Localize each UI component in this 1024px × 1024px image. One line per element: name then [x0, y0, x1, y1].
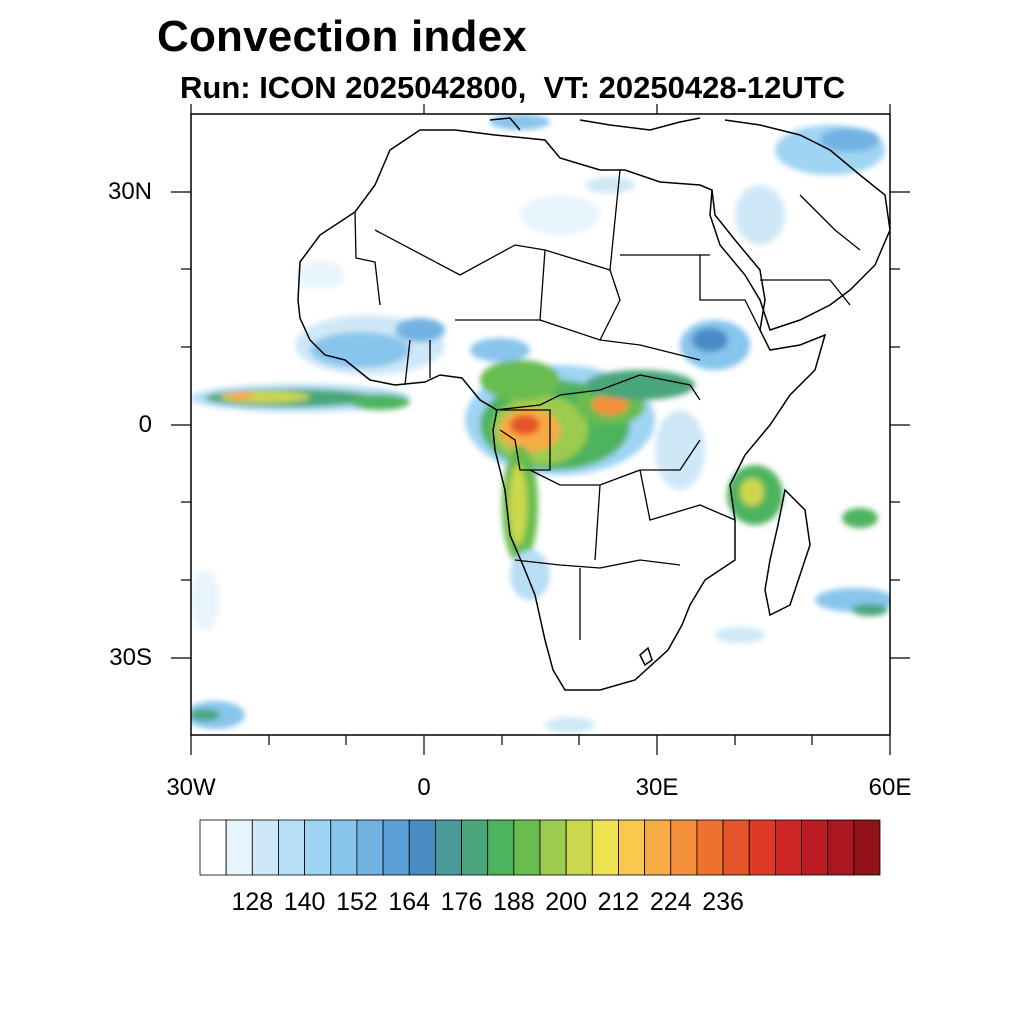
lon-label-30w: 30W: [166, 774, 216, 801]
colorbar-swatch: [199, 819, 227, 876]
lon-label-0: 0: [417, 774, 431, 801]
colorbar-swatch: [278, 819, 306, 876]
colorbar-swatch: [801, 819, 829, 876]
colorbar-tick-label: 200: [545, 888, 587, 916]
colorbar-swatch: [722, 819, 750, 876]
colorbar-swatch: [591, 819, 619, 876]
colorbar-swatch: [696, 819, 724, 876]
colorbar-swatch: [304, 819, 332, 876]
colorbar-swatch: [539, 819, 567, 876]
colorbar-swatch: [382, 819, 410, 876]
colorbar-swatch: [251, 819, 279, 876]
colorbar-swatch: [774, 819, 802, 876]
colorbar-swatch: [644, 819, 672, 876]
coastlines: [297, 117, 890, 691]
colorbar-swatch: [565, 819, 593, 876]
colorbar-tick-label: 188: [492, 888, 535, 916]
lon-label-60e: 60E: [868, 774, 912, 801]
lon-label-30e: 30E: [635, 774, 679, 801]
axis-ticks: [171, 104, 910, 755]
chart-subtitle: Run: ICON 2025042800, VT: 20250428-12UTC: [180, 70, 846, 105]
colorbar-tick-label: 164: [388, 888, 431, 916]
colorbar-tick-label: 212: [597, 888, 640, 916]
colorbar-tick-label: 176: [440, 888, 483, 916]
lat-label-30n: 30N: [107, 178, 152, 205]
colorbar-swatch: [434, 819, 462, 876]
colorbar-swatch: [827, 819, 855, 876]
colorbar-swatch: [356, 819, 384, 876]
lat-label-30s: 30S: [109, 644, 152, 671]
colorbar-tick-label: 236: [702, 888, 744, 916]
colorbar-swatch: [748, 819, 776, 876]
country-borders: [354, 169, 861, 640]
colorbar-swatch: [461, 819, 489, 876]
colorbar-swatch: [330, 819, 358, 876]
colorbar-tick-label: 128: [231, 888, 274, 916]
lat-label-0: 0: [138, 411, 152, 438]
colorbar-swatch: [408, 819, 436, 876]
colorbar-swatch: [225, 819, 253, 876]
colorbar-swatch: [853, 819, 881, 876]
map-area: [191, 114, 890, 735]
colorbar: [199, 819, 881, 876]
colorbar-tick-label: 140: [283, 888, 326, 916]
colorbar-swatch: [670, 819, 698, 876]
colorbar-swatch: [513, 819, 541, 876]
colorbar-tick-label: 224: [649, 888, 692, 916]
colorbar-swatch: [618, 819, 646, 876]
chart-title: Convection index: [157, 12, 527, 61]
colorbar-tick-label: 152: [336, 888, 378, 916]
colorbar-swatch: [487, 819, 515, 876]
